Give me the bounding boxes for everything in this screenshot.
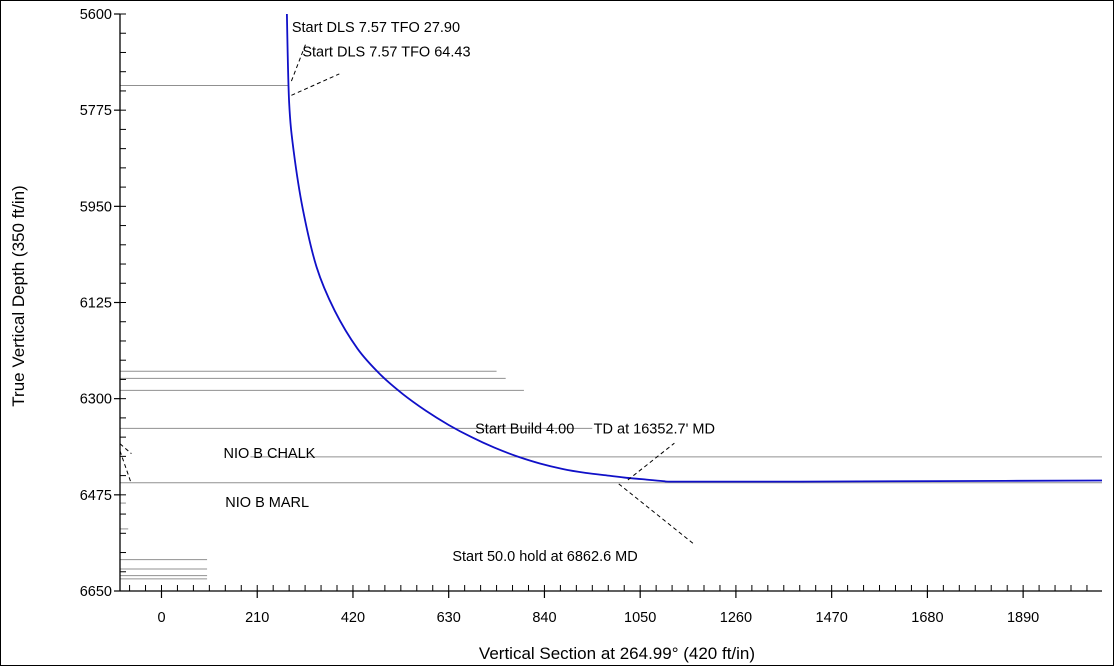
annotation-label: Start Build 4.00 (475, 421, 574, 437)
series-group (286, 13, 1103, 483)
y-tick-label: 5600 (80, 7, 112, 23)
well-path-line (286, 13, 1103, 483)
x-tick-label: 420 (341, 610, 365, 626)
x-tick-label: 1680 (911, 610, 943, 626)
annotation-label: NIO B MARL (225, 495, 309, 511)
formation-lines (120, 84, 1102, 580)
x-tick-label: 630 (437, 610, 461, 626)
x-axis-label: Vertical Section at 264.99° (420 ft/in) (479, 644, 755, 663)
y-tick-label: 6300 (80, 392, 112, 408)
x-tick-label: 1050 (624, 610, 656, 626)
y-tick-label: 5950 (80, 199, 112, 215)
annotation-label: TD at 16352.7' MD (594, 421, 715, 437)
x-tick-label: 0 (157, 610, 165, 626)
annotations: Start DLS 7.57 TFO 27.90 Start DLS 7.57 T… (119, 20, 715, 565)
y-tick-label: 6650 (80, 584, 112, 600)
annotation-label: NIO B CHALK (223, 446, 315, 462)
y-tick-label: 5775 (80, 103, 112, 119)
x-tick-label: 210 (245, 610, 269, 626)
annotation-leader (119, 450, 132, 485)
x-tick-label: 1890 (1007, 610, 1039, 626)
y-tick-label: 6475 (80, 488, 112, 504)
y-axis-label: True Vertical Depth (350 ft/in) (9, 185, 28, 406)
annotation-leader (618, 483, 696, 546)
x-tick-label: 840 (532, 610, 556, 626)
y-tick-label: 6125 (80, 296, 112, 312)
x-tick-label: 1260 (720, 610, 752, 626)
annotation-label: Start 50.0 hold at 6862.6 MD (452, 549, 637, 565)
annotation-label: Start DLS 7.57 TFO 64.43 (302, 44, 470, 60)
annotation-leader (291, 73, 340, 96)
annotation-leader (627, 442, 675, 481)
annotation-leader (119, 443, 132, 454)
axes: 5600 5775 5950 6125 6300 6475 6650 0 210 420 630 84… (80, 7, 1102, 626)
annotation-label: Start DLS 7.57 TFO 27.90 (292, 20, 460, 36)
x-tick-label: 1470 (816, 610, 848, 626)
